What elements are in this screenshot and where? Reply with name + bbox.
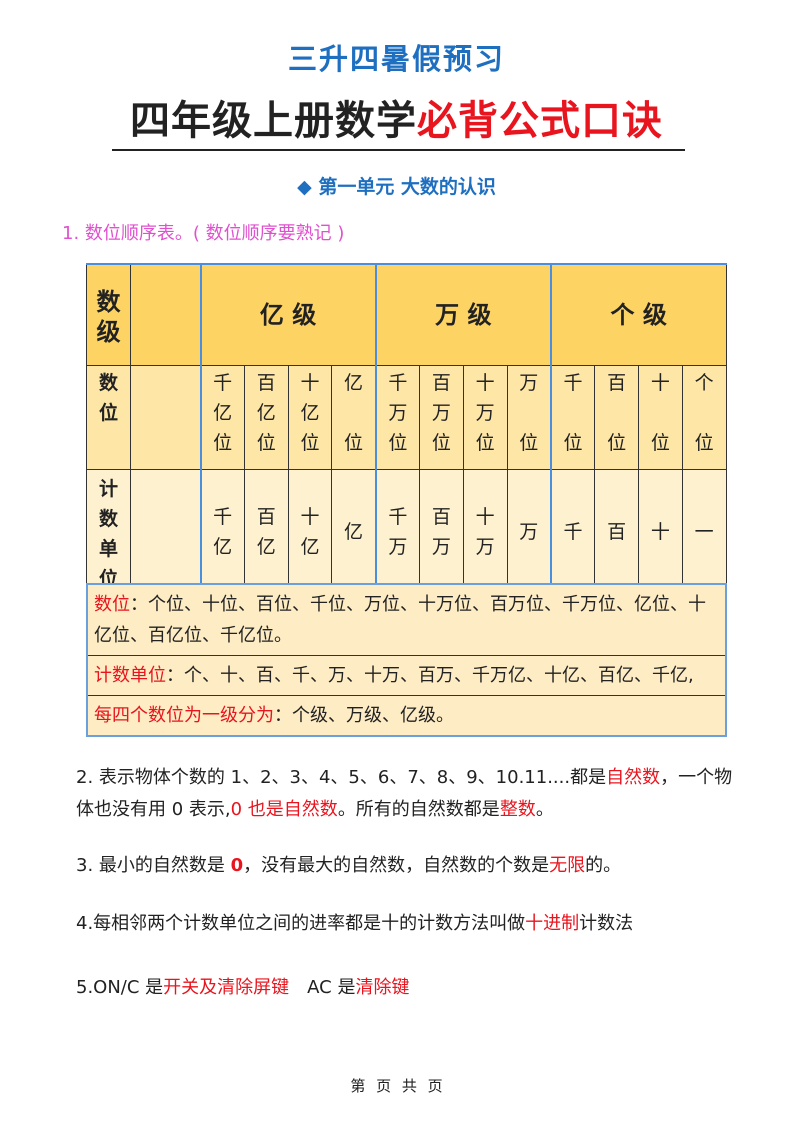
diamond-icon: ◆ xyxy=(297,176,312,198)
text: ，一个物体也没有用 0 表示, xyxy=(76,767,733,820)
note-key: 计数单位 xyxy=(94,665,166,686)
unit-cell: 千亿 xyxy=(199,469,245,595)
unit-cell: 千万 xyxy=(374,469,420,595)
highlight: 十进制 xyxy=(525,913,580,934)
place-cell: 十万位十万位 xyxy=(462,365,508,470)
highlight: 自然数 xyxy=(606,767,661,788)
highlight: 开关及清除屏键 xyxy=(163,977,290,998)
place-cell: 千位千位 xyxy=(549,365,596,470)
level-header: 个 级 xyxy=(549,263,727,366)
place-cell: 十亿位十亿位 xyxy=(287,365,333,470)
row-label: 计数单位 xyxy=(86,469,131,595)
note-levels: 每四个数位为一级分为：个级、万级、亿级。 xyxy=(88,696,725,735)
unit-cell: 十万 xyxy=(462,469,508,595)
note-text: ：个级、万级、亿级。 xyxy=(274,705,454,726)
section-title: 第一单元 大数的认识 xyxy=(318,176,496,198)
place-cell: 千万位千万位 xyxy=(374,365,420,470)
note-text: ：个位、十位、百位、千位、万位、十万位、百万位、千万位、亿位、十亿位、百亿位、千… xyxy=(94,594,706,646)
page-title: 四年级上册数学必背公式口诀 xyxy=(0,88,793,146)
level-header: 万 级 xyxy=(374,263,552,366)
text: 。所有的自然数都是 xyxy=(337,799,500,820)
unit-cell: 百万 xyxy=(418,469,464,595)
row-label: 数级 xyxy=(86,263,131,366)
text: 的。 xyxy=(585,855,622,876)
place-cell: 千亿位千亿位 xyxy=(199,365,245,470)
empty-cell xyxy=(130,469,201,595)
text: 4.每相邻两个计数单位之间的进率都是十的计数方法叫做 xyxy=(76,913,526,934)
paragraph-5: 5.ON/C 是开关及清除屏键 AC 是清除键 xyxy=(76,972,736,1004)
highlight: 0 也是自然数 xyxy=(230,799,338,820)
table-row-levels: 数级亿 级万 级个 级 xyxy=(86,263,727,366)
section-heading: ◆ 第一单元 大数的认识 xyxy=(0,172,793,199)
unit-cell: 一 xyxy=(681,469,727,595)
divider xyxy=(112,149,685,151)
note-units: 计数单位：个、十、百、千、万、十万、百万、千万亿、十亿、百亿、千亿, xyxy=(88,656,725,696)
place-value-table: 数级亿 级万 级个 级 数位 千亿位千亿位百亿位百亿位十亿位十亿位亿位亿位千万位千… xyxy=(86,263,727,595)
unit-cell: 百 xyxy=(594,469,639,595)
item-1: 1. 数位顺序表。( 数位顺序要熟记 ) xyxy=(62,223,345,244)
place-cell: 百位百位 xyxy=(594,365,639,470)
level-header: 亿 级 xyxy=(199,263,377,366)
title-red: 必背公式口诀 xyxy=(417,98,663,144)
highlight: 整数 xyxy=(499,799,536,820)
notes-box: 数位：个位、十位、百位、千位、万位、十万位、百万位、千万位、亿位、十亿位、百亿位… xyxy=(86,583,727,737)
place-cell: 十位十位 xyxy=(637,365,683,470)
unit-cell: 十亿 xyxy=(287,469,333,595)
paragraph-2: 2. 表示物体个数的 1、2、3、4、5、6、7、8、9、10.11....都是… xyxy=(76,762,736,826)
table-row-places: 数位 千亿位千亿位百亿位百亿位十亿位十亿位亿位亿位千万位千万位百万位百万位十万位十… xyxy=(86,365,727,470)
text: 3. 最小的自然数是 xyxy=(76,855,231,876)
text: 5.ON/C 是 xyxy=(76,977,164,998)
unit-cell: 十 xyxy=(637,469,683,595)
empty-cell xyxy=(130,365,201,470)
paragraph-3: 3. 最小的自然数是 0，没有最大的自然数，自然数的个数是无限的。 xyxy=(76,850,736,882)
empty-cell xyxy=(130,263,201,366)
highlight: 0 xyxy=(230,855,244,876)
text: 。 xyxy=(535,799,554,820)
title-black: 四年级上册数学 xyxy=(130,98,417,144)
place-cell: 百亿位百亿位 xyxy=(243,365,289,470)
unit-cell: 亿 xyxy=(331,469,377,595)
unit-cell: 千 xyxy=(549,469,596,595)
highlight: 无限 xyxy=(549,855,586,876)
text: ，没有最大的自然数，自然数的个数是 xyxy=(243,855,550,876)
place-cell: 百万位百万位 xyxy=(418,365,464,470)
text: AC 是 xyxy=(289,977,356,998)
row-label: 数位 xyxy=(86,365,131,470)
page-footer: 第 页 共 页 xyxy=(350,1077,443,1095)
note-places: 数位：个位、十位、百位、千位、万位、十万位、百万位、千万位、亿位、十亿位、百亿位… xyxy=(88,585,725,656)
text: 2. 表示物体个数的 1、2、3、4、5、6、7、8、9、10.11....都是 xyxy=(76,767,607,788)
table-row-units: 计数单位 千亿 百亿 十亿亿千万 百万 十万万千百十一 xyxy=(86,469,727,595)
note-key: 数位 xyxy=(94,594,130,615)
unit-cell: 百亿 xyxy=(243,469,289,595)
text: 计数法 xyxy=(579,913,634,934)
note-text: ：个、十、百、千、万、十万、百万、千万亿、十亿、百亿、千亿, xyxy=(166,665,694,686)
place-cell: 个位个位 xyxy=(681,365,727,470)
highlight: 清除键 xyxy=(355,977,410,998)
unit-cell: 万 xyxy=(506,469,552,595)
note-key: 每四个数位为一级分为 xyxy=(94,705,274,726)
paragraph-4: 4.每相邻两个计数单位之间的进率都是十的计数方法叫做十进制计数法 xyxy=(76,908,736,940)
subtitle: 三升四暑假预习 xyxy=(287,42,505,76)
